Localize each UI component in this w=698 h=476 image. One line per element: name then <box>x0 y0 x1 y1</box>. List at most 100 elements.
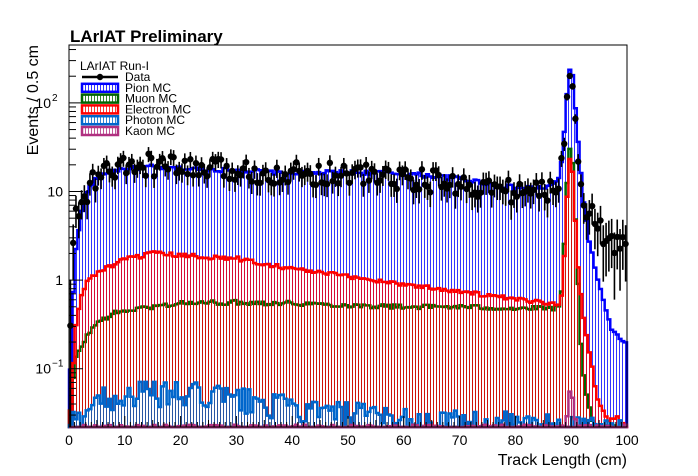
data-marker <box>295 167 303 175</box>
data-point <box>614 219 621 270</box>
data-marker <box>538 178 546 185</box>
legend-label: Data <box>125 70 151 84</box>
data-marker <box>533 179 540 186</box>
chart-title: LArIAT Preliminary <box>70 27 223 46</box>
data-point <box>245 167 253 189</box>
data-marker <box>273 164 281 171</box>
data-marker <box>335 180 342 187</box>
data-marker <box>477 189 484 196</box>
data-marker <box>270 180 278 187</box>
data-marker <box>226 175 233 183</box>
data-marker <box>452 190 459 197</box>
data-marker <box>170 154 177 161</box>
data-point <box>256 173 264 196</box>
data-point <box>385 161 392 181</box>
data-point <box>558 150 565 167</box>
data-point <box>326 155 334 173</box>
x-tick-label: 50 <box>340 432 356 448</box>
data-marker <box>223 162 230 170</box>
data-marker <box>346 179 353 187</box>
x-tick-label: 30 <box>229 432 245 448</box>
data-marker <box>198 161 205 169</box>
data-marker <box>460 174 467 181</box>
data-marker <box>435 171 442 179</box>
data-point <box>242 154 250 172</box>
data-point <box>72 195 80 228</box>
histogram-electron-mc <box>67 157 629 429</box>
y-tick-label: 1 <box>55 272 63 288</box>
data-marker <box>83 198 91 206</box>
data-point <box>187 151 194 169</box>
data-marker <box>563 93 571 101</box>
legend-swatch-marker <box>96 73 104 81</box>
data-marker <box>178 168 186 176</box>
data-marker <box>245 173 253 181</box>
data-point <box>577 174 585 198</box>
legend-label: Electron MC <box>125 102 191 116</box>
data-point <box>505 170 512 193</box>
data-marker <box>505 176 512 184</box>
legend-swatch <box>80 125 120 137</box>
data-marker <box>159 155 166 162</box>
x-tick-label: 90 <box>563 432 579 448</box>
data-point <box>284 172 292 195</box>
data-marker <box>229 167 236 175</box>
y-tick-exponent: 2 <box>52 93 58 104</box>
data-marker <box>97 174 105 181</box>
data-point <box>270 173 278 197</box>
data-point <box>485 171 493 193</box>
data-marker <box>614 233 621 241</box>
data-marker <box>192 159 200 167</box>
data-point <box>446 175 454 199</box>
data-point <box>390 174 398 197</box>
legend-label: Kaon MC <box>125 124 175 138</box>
data-marker <box>622 240 629 248</box>
data-marker <box>332 172 339 179</box>
data-marker <box>410 186 417 194</box>
data-marker <box>466 181 473 188</box>
data-marker <box>142 172 149 179</box>
data-point <box>184 165 191 186</box>
data-point <box>97 168 105 190</box>
data-point <box>189 166 197 187</box>
data-marker <box>307 170 314 178</box>
data-marker <box>399 170 406 178</box>
data-marker <box>432 167 440 174</box>
x-tick-label: 100 <box>615 432 639 448</box>
data-marker <box>231 176 239 183</box>
data-marker <box>279 176 286 183</box>
y-tick-label: 10 <box>35 361 51 377</box>
data-marker <box>558 154 565 162</box>
data-point <box>122 164 130 185</box>
data-marker <box>418 166 426 173</box>
data-marker <box>424 183 431 190</box>
data-point <box>365 171 373 193</box>
data-marker <box>284 178 292 186</box>
y-tick-label: 10 <box>35 95 51 111</box>
data-marker <box>572 115 579 122</box>
data-point <box>262 162 269 182</box>
data-point <box>307 165 314 185</box>
data-marker <box>379 171 387 178</box>
data-marker <box>203 173 211 180</box>
data-point <box>335 173 342 197</box>
data-point <box>346 173 353 196</box>
data-point <box>159 151 166 168</box>
data-marker <box>365 177 373 184</box>
data-point <box>111 168 119 190</box>
data-point <box>86 173 94 196</box>
x-tick-label: 20 <box>173 432 189 448</box>
data-marker <box>262 167 269 174</box>
data-point <box>290 161 297 180</box>
data-marker <box>72 205 80 212</box>
data-marker <box>616 245 624 252</box>
data-point <box>544 188 551 218</box>
data-point <box>83 190 91 220</box>
data-point <box>251 160 258 179</box>
data-marker <box>541 191 548 199</box>
data-marker <box>189 171 197 179</box>
data-marker <box>547 177 554 185</box>
data-marker <box>293 159 300 166</box>
data-marker <box>524 185 532 192</box>
data-marker <box>150 173 158 180</box>
